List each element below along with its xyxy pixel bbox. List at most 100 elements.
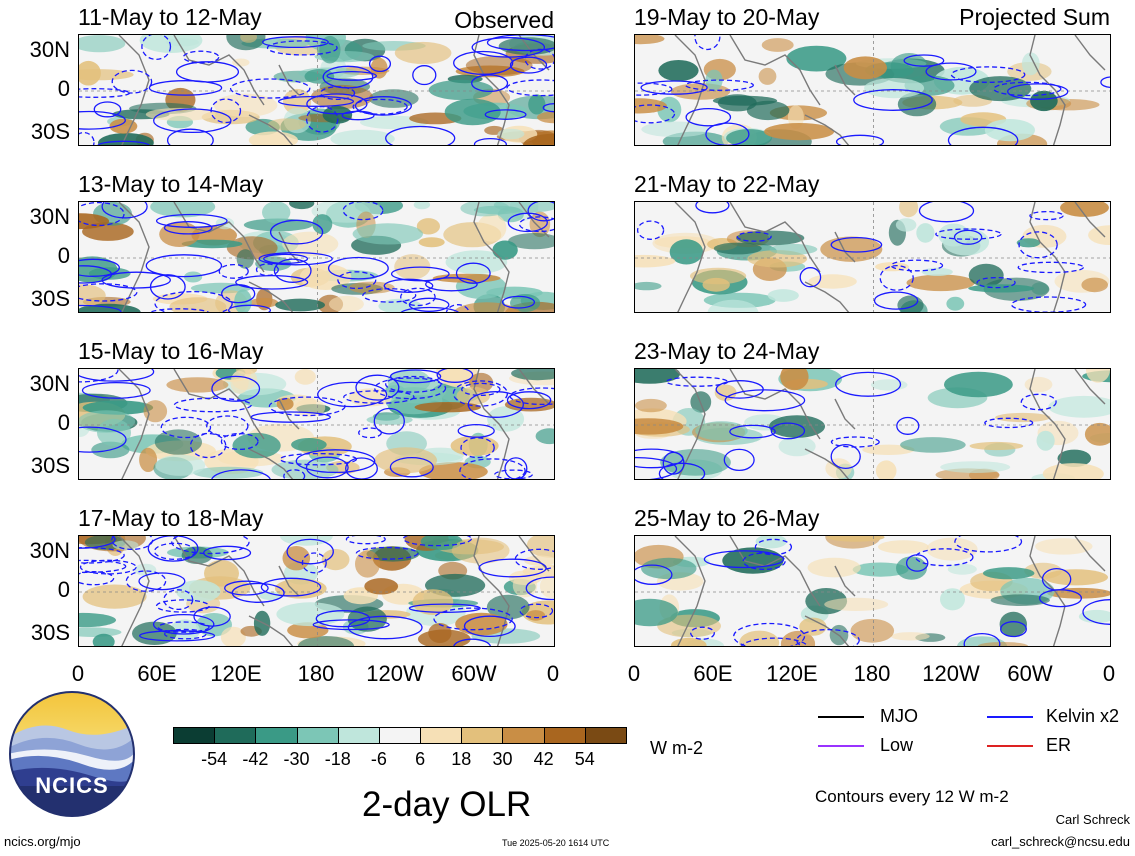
olr-anomaly-shading <box>283 88 312 115</box>
olr-anomaly-shading <box>895 218 917 232</box>
lat-label-0: 0 <box>57 410 70 435</box>
colorbar-tick-label: 18 <box>451 749 472 769</box>
kelvin-contour <box>101 202 148 219</box>
olr-anomaly-shading <box>243 218 313 232</box>
kelvin-contour <box>355 546 419 560</box>
olr-anomaly-shading <box>364 578 399 595</box>
olr-anomaly-shading <box>262 202 291 224</box>
olr-anomaly-shading <box>1021 52 1040 76</box>
olr-anomaly-shading <box>537 111 554 124</box>
olr-anomaly-shading <box>999 611 1027 637</box>
olr-anomaly-shading <box>635 281 662 291</box>
olr-anomaly-shading <box>414 402 481 413</box>
olr-anomaly-shading <box>995 412 1051 423</box>
continent-outline <box>1074 536 1106 572</box>
colorbar-tick-label: -30 <box>283 749 310 769</box>
kelvin-contour <box>754 538 793 556</box>
olr-anomaly-shading <box>758 67 777 85</box>
olr-anomaly-shading <box>508 233 554 250</box>
projected-olr-map-panel <box>634 535 1111 647</box>
lat-label-30s: 30S <box>30 453 70 478</box>
olr-anomaly-shading <box>82 584 147 609</box>
kelvin-contour <box>501 295 536 309</box>
continent-outline <box>173 35 265 106</box>
kelvin-contour <box>385 125 456 145</box>
continent-outline <box>804 615 850 646</box>
olr-anomaly-shading <box>717 94 757 112</box>
projected-olr-map-panel <box>634 368 1111 480</box>
kelvin-contour <box>457 423 495 438</box>
kelvin-contour <box>79 202 125 227</box>
kelvin-contour <box>1082 599 1110 625</box>
kelvin-contour <box>81 381 151 399</box>
kelvin-contour <box>459 458 526 479</box>
olr-anomaly-shading <box>807 557 861 578</box>
olr-anomaly-shading <box>328 295 364 312</box>
olr-anomaly-shading <box>276 602 345 627</box>
continent-outline <box>278 64 300 96</box>
olr-anomaly-shading <box>713 242 762 255</box>
kelvin-contour <box>400 306 460 312</box>
olr-anomaly-shading <box>366 414 413 425</box>
footer-site-link[interactable]: ncics.org/mjo <box>4 834 81 849</box>
olr-anomaly-shading <box>635 98 667 114</box>
olr-anomaly-shading <box>947 563 977 575</box>
continent-outline <box>278 398 300 430</box>
olr-anomaly-shading <box>487 406 525 432</box>
kelvin-contour <box>153 108 232 134</box>
kelvin-contour <box>542 103 554 113</box>
olr-anomaly-shading <box>984 119 1035 142</box>
continent-outline <box>834 231 856 263</box>
kelvin-contour <box>1000 621 1027 638</box>
olr-anomaly-shading <box>875 460 897 479</box>
olr-anomaly-shading <box>900 437 966 453</box>
continent-outline <box>729 536 821 607</box>
kelvin-contour <box>658 462 706 479</box>
colorbar-swatch <box>337 727 380 744</box>
olr-anomaly-shading <box>764 123 835 141</box>
lon-label-180: 180 <box>853 661 891 686</box>
kelvin-contour <box>224 580 269 596</box>
kelvin-contour <box>635 104 676 124</box>
continent-outline <box>804 114 850 145</box>
olr-anomaly-shading <box>112 540 139 550</box>
olr-anomaly-shading <box>267 118 306 131</box>
olr-anomaly-shading <box>926 537 978 561</box>
kelvin-contour <box>261 36 329 49</box>
lat-label-30s: 30S <box>30 119 70 144</box>
olr-anomaly-shading <box>660 449 731 476</box>
kelvin-contour <box>182 50 220 64</box>
kelvin-contour <box>954 536 1023 553</box>
olr-anomaly-shading <box>248 131 298 145</box>
kelvin-contour <box>1010 296 1087 312</box>
continent-outline <box>118 35 150 145</box>
projected-olr-map-panel <box>634 201 1111 313</box>
olr-anomaly-shading <box>983 567 1035 580</box>
olr-anomaly-shading <box>824 597 889 611</box>
ncics-logo: NCICS <box>8 690 136 820</box>
olr-anomaly-shading <box>419 462 488 479</box>
olr-anomaly-shading <box>780 369 809 391</box>
kelvin-contour <box>724 389 806 412</box>
olr-anomaly-shading <box>154 429 202 455</box>
kelvin-contour <box>315 610 371 628</box>
olr-anomaly-shading <box>1035 538 1093 555</box>
kelvin-contour <box>915 548 974 567</box>
kelvin-contour <box>695 202 730 214</box>
kelvin-contour <box>879 264 914 291</box>
kelvin-contour <box>374 377 447 400</box>
kelvin-contour <box>173 397 252 413</box>
kelvin-contour <box>635 82 673 96</box>
olr-anomaly-shading <box>916 223 935 243</box>
olr-anomaly-shading <box>940 588 965 611</box>
kelvin-contour <box>152 613 215 635</box>
continent-outline <box>674 536 706 646</box>
kelvin-contour <box>953 229 983 245</box>
colorbar-tick-label: -54 <box>201 749 228 769</box>
olr-anomaly-shading <box>864 78 925 99</box>
olr-anomaly-shading <box>428 79 494 100</box>
kelvin-contour <box>79 546 125 564</box>
olr-anomaly-shading <box>1086 369 1110 383</box>
chart-title: 2-day OLR <box>362 785 532 824</box>
kelvin-contour <box>460 437 495 459</box>
